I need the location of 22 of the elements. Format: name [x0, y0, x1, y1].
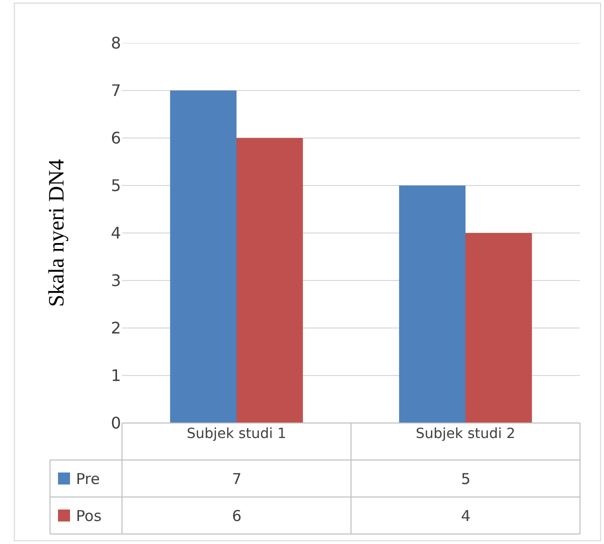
x-tick-label: Subjek studi 1	[186, 426, 286, 442]
y-tick-label: 2	[110, 318, 121, 338]
y-tick-label: 6	[110, 128, 121, 148]
bar	[170, 90, 236, 423]
data-label: 6	[232, 507, 242, 525]
x-tick-label: Subjek studi 2	[416, 426, 516, 442]
legend-label: Pre	[76, 470, 100, 488]
y-tick-label: 5	[110, 176, 121, 196]
bar	[236, 138, 303, 423]
y-tick-label: 0	[110, 414, 121, 433]
data-label: 7	[232, 470, 242, 488]
data-label: 4	[461, 507, 471, 525]
y-tick-label: 7	[110, 81, 121, 100]
data-label: 5	[461, 470, 471, 488]
y-axis-title: Skala nyeri DN4	[44, 159, 69, 307]
y-tick-label: 3	[110, 271, 121, 290]
bar	[466, 233, 532, 423]
legend-label: Pos	[76, 507, 102, 525]
bar	[399, 186, 466, 423]
y-tick-label: 4	[110, 224, 121, 243]
y-tick-label: 8	[110, 34, 121, 53]
y-tick-label: 1	[110, 366, 121, 386]
